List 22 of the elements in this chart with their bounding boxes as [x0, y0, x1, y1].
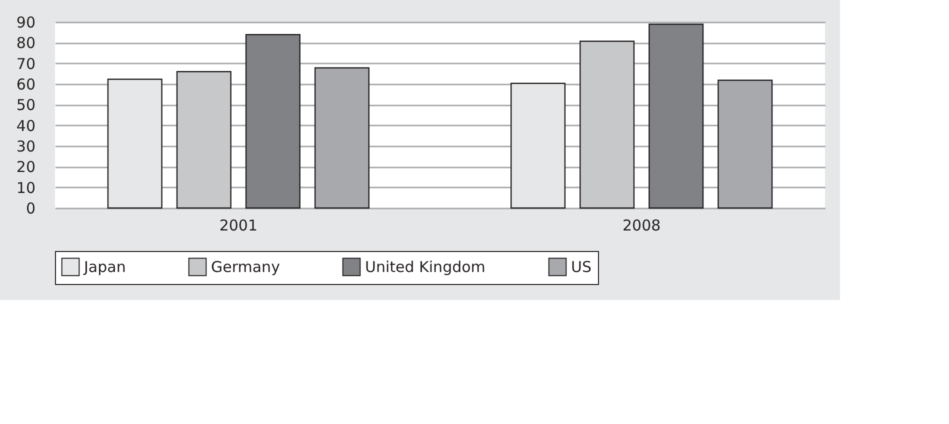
y-tick-label: 0 [26, 200, 36, 218]
bar [648, 24, 704, 209]
y-tick-label: 50 [16, 96, 36, 114]
legend-label: Japan [83, 258, 126, 276]
bar [107, 78, 162, 209]
y-tick-label: 10 [16, 178, 36, 197]
bar [510, 82, 566, 209]
y-tick-label: 70 [16, 54, 36, 73]
y-tick-label: 30 [16, 138, 36, 156]
x-tick-label: 2008 [622, 216, 661, 234]
y-tick-label: 60 [16, 76, 36, 94]
x-tick-label: 2001 [219, 216, 258, 234]
legend-label: US [571, 258, 592, 276]
legend-label: Germany [211, 258, 280, 276]
bar [245, 34, 300, 209]
y-tick-label: 20 [16, 158, 36, 176]
y-tick-label: 40 [16, 116, 36, 135]
y-tick-label: 80 [16, 34, 36, 52]
y-tick-label: 90 [16, 14, 36, 32]
legend-label: United Kingdom [365, 258, 486, 276]
bar [580, 40, 635, 209]
bar [176, 71, 232, 209]
